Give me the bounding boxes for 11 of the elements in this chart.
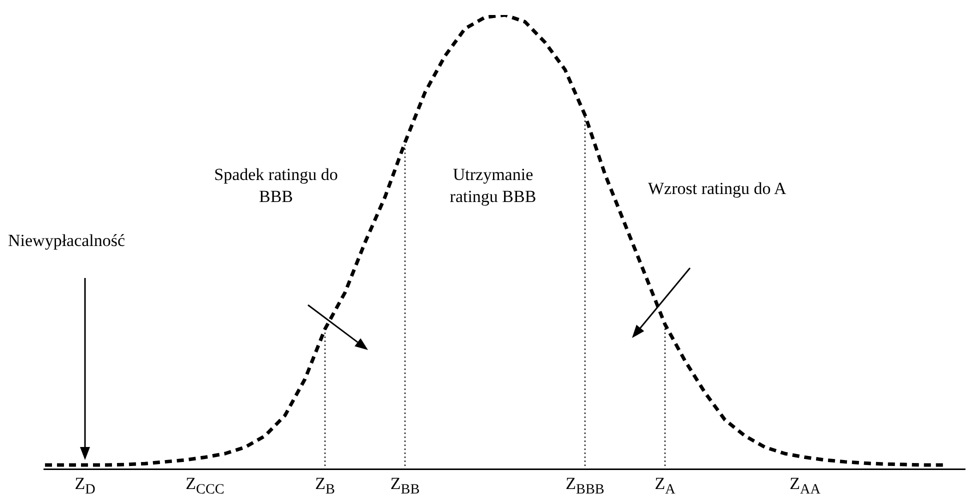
x-tick-label: Z$_{D}$ [74, 474, 96, 499]
annotation: Niewypłacalność [8, 230, 126, 252]
annotation: Utrzymanie ratingu BBB [448, 164, 538, 208]
x-tick-label: Z$_{BB}$ [389, 474, 421, 499]
x-tick-label: Z$_{CCC}$ [184, 474, 226, 499]
x-tick-label: Z$_{AA}$ [788, 474, 822, 499]
x-tick-label: Z$_{B}$ [314, 474, 336, 499]
x-tick-label: Z$_{BBB}$ [564, 474, 606, 499]
annotation: Spadek ratingu do BBB [214, 164, 338, 208]
x-tick-label: Z$_{A}$ [654, 474, 676, 499]
annotation: Wzrost ratingu do A [648, 178, 788, 200]
